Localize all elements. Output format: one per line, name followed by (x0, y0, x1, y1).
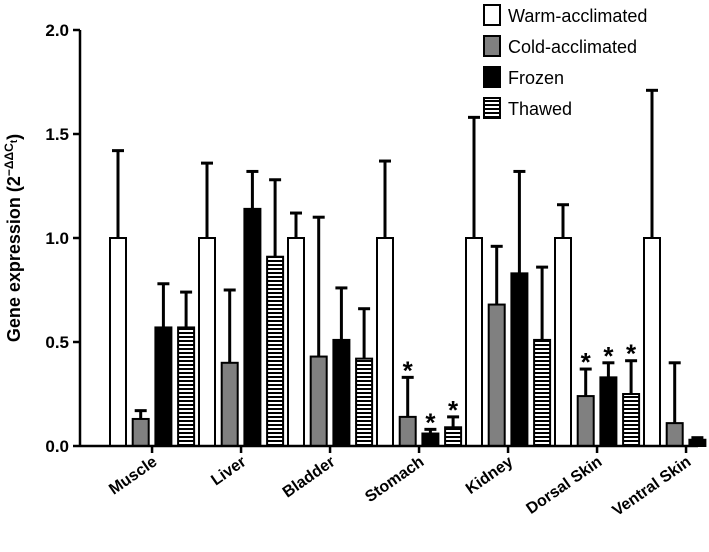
bar-frozen-liver (243, 207, 262, 447)
bar-cold-acclimated-liver (220, 361, 239, 447)
y-axis-label-subscript: t (9, 139, 20, 143)
significance-marker: * (603, 341, 614, 371)
bar-thawed-stomach (444, 426, 463, 447)
y-tick-label: 2.0 (45, 21, 69, 40)
x-category-label: Ventral Skin (610, 453, 695, 519)
bar-cold-acclimated-muscle (131, 417, 150, 447)
bar-thawed-bladder (355, 357, 374, 448)
significance-marker: * (626, 339, 637, 369)
y-axis-label-superscript: −ΔΔC (2, 143, 16, 176)
bar-thawed-kidney (533, 338, 552, 448)
y-tick-label: 1.5 (45, 125, 69, 144)
legend-swatch-warm-acclimated (483, 4, 501, 26)
x-category-label: Muscle (106, 453, 160, 498)
bar-frozen-bladder (332, 338, 351, 448)
bar-cold-acclimated-ventral-skin (665, 422, 684, 447)
x-category-label: Dorsal Skin (523, 453, 605, 517)
bar-thawed-dorsal-skin (622, 393, 641, 447)
y-axis-label-close: ) (4, 134, 24, 140)
bar-thawed-liver (266, 255, 285, 447)
bar-warm-acclimated-muscle (109, 237, 127, 447)
bar-warm-acclimated-kidney (465, 237, 483, 447)
bar-frozen-kidney (510, 272, 529, 447)
y-tick-label: 1.0 (45, 229, 69, 248)
y-axis-label: Gene expression (2−ΔΔCt) (2, 134, 24, 342)
bar-frozen-muscle (154, 326, 173, 447)
legend-swatch-cold-acclimated (483, 35, 501, 57)
bar-warm-acclimated-dorsal-skin (554, 237, 572, 447)
significance-marker: * (448, 395, 459, 425)
x-category-label: Liver (208, 453, 249, 489)
legend-swatch-thawed (483, 97, 501, 119)
y-axis-title: Gene expression (2−ΔΔCt) (2, 134, 24, 342)
bar-frozen-dorsal-skin (599, 376, 618, 447)
significance-marker: * (403, 355, 414, 385)
x-category-label: Stomach (362, 453, 427, 506)
bar-warm-acclimated-stomach (376, 237, 394, 447)
legend-label-frozen: Frozen (508, 68, 564, 88)
x-category-label: Bladder (280, 453, 339, 501)
bar-warm-acclimated-liver (198, 237, 216, 447)
y-axis-label-main: Gene expression (2 (4, 176, 24, 342)
bar-cold-acclimated-dorsal-skin (576, 395, 595, 447)
significance-marker: * (581, 347, 592, 377)
bar-cold-acclimated-stomach (398, 415, 417, 448)
bar-warm-acclimated-bladder (287, 237, 305, 447)
bar-thawed-muscle (177, 326, 196, 447)
legend-swatch-frozen (483, 66, 501, 88)
bar-warm-acclimated-ventral-skin (643, 237, 661, 447)
plot-area: * * * * * * 0.0 0.5 1.0 1.5 2.0 Muscle Liver Bladder S… (45, 21, 707, 520)
significance-marker: * (425, 407, 436, 437)
legend: Warm-acclimated Cold-acclimated Frozen Thaw… (483, 4, 647, 119)
bar-cold-acclimated-kidney (487, 303, 506, 447)
bar-cold-acclimated-bladder (309, 355, 328, 447)
y-tick-label: 0.5 (45, 333, 69, 352)
y-tick-label: 0.0 (45, 437, 69, 456)
legend-label-warm-acclimated: Warm-acclimated (508, 6, 647, 26)
legend-label-thawed: Thawed (508, 99, 572, 119)
legend-label-cold-acclimated: Cold-acclimated (508, 37, 637, 57)
x-category-label: Kidney (463, 453, 517, 498)
